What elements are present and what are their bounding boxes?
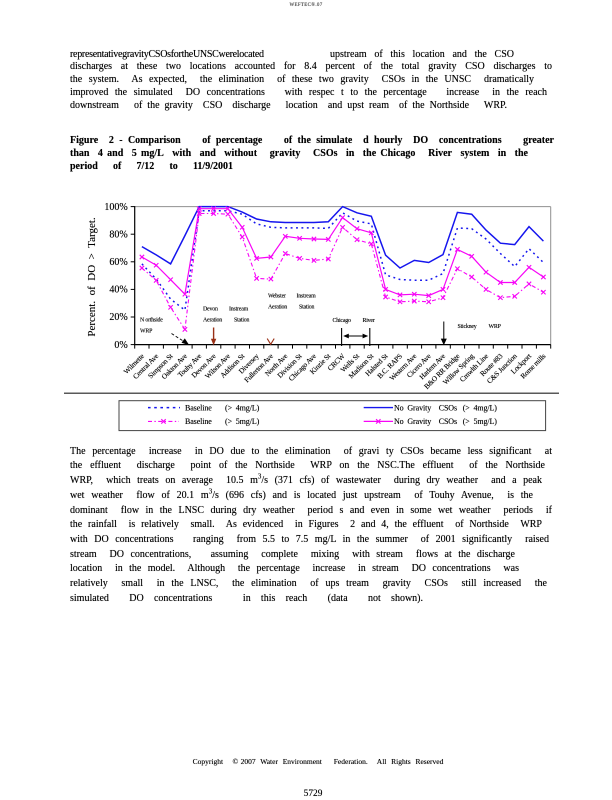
svg-text:(> 4mg/L): (> 4mg/L) bbox=[225, 403, 260, 412]
svg-text:Webster: Webster bbox=[268, 294, 286, 300]
svg-text:(> 5mg/L): (> 5mg/L) bbox=[225, 417, 260, 426]
svg-text:No Gravity CSOs (> 5mg/: No Gravity CSOs (> 5mg/L) bbox=[394, 417, 497, 426]
svg-text:0%: 0% bbox=[114, 340, 127, 351]
svg-text:River: River bbox=[363, 318, 375, 324]
svg-text:80%: 80% bbox=[109, 229, 127, 240]
svg-text:WRP: WRP bbox=[140, 329, 153, 335]
svg-text:Instream: Instream bbox=[297, 294, 317, 300]
svg-text:Station: Station bbox=[234, 318, 250, 324]
svg-text:Baseline: Baseline bbox=[185, 417, 212, 426]
svg-text:100%: 100% bbox=[104, 202, 127, 213]
svg-text:Instream: Instream bbox=[229, 307, 249, 313]
svg-text:WRP: WRP bbox=[489, 324, 502, 330]
svg-text:Baseline: Baseline bbox=[185, 403, 212, 412]
svg-text:20%: 20% bbox=[109, 312, 127, 323]
svg-text:Aeration: Aeration bbox=[203, 318, 222, 324]
svg-text:Chicago: Chicago bbox=[333, 318, 351, 324]
svg-text:Devon: Devon bbox=[203, 307, 218, 313]
svg-text:Station: Station bbox=[299, 305, 315, 311]
svg-text:Percent. of DO > Target.: Percent. of DO > Target. bbox=[86, 217, 98, 337]
svg-text:Stickney: Stickney bbox=[458, 324, 477, 330]
svg-text:60%: 60% bbox=[109, 257, 127, 268]
svg-text:N orthside: N orthside bbox=[140, 318, 163, 324]
svg-text:No Gravity CSOs (> 4mg/: No Gravity CSOs (> 4mg/L) bbox=[394, 403, 497, 412]
svg-text:40%: 40% bbox=[109, 285, 127, 296]
svg-text:Aeration: Aeration bbox=[268, 305, 287, 311]
